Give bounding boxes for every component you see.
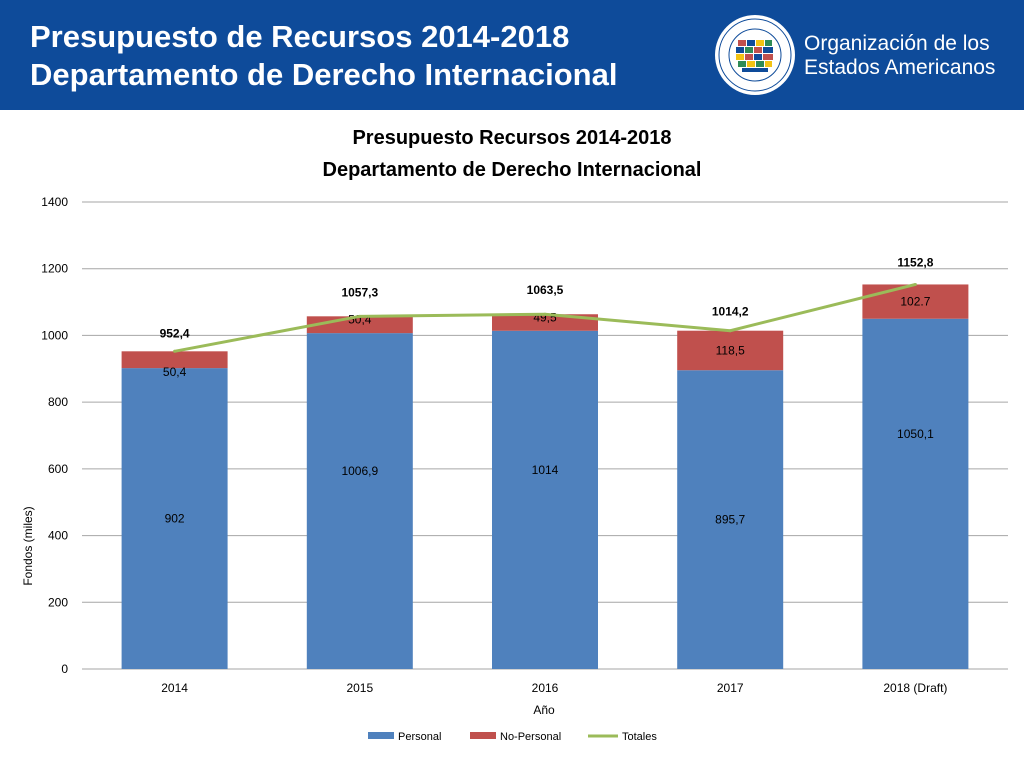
x-tick-label: 2015 bbox=[346, 681, 373, 695]
bar-label-personal: 1050,1 bbox=[897, 427, 934, 441]
bar-personal bbox=[492, 330, 598, 669]
budget-chart: Presupuesto Recursos 2014-2018 Departame… bbox=[21, 127, 1008, 743]
bar-personal bbox=[677, 370, 784, 669]
legend-label: No-Personal bbox=[500, 731, 561, 743]
oas-seal-icon bbox=[715, 15, 795, 95]
legend-swatch bbox=[470, 732, 496, 739]
org-name-line1: Organización de los bbox=[804, 32, 990, 55]
bar-label-no-personal: 118,5 bbox=[716, 343, 745, 357]
y-tick-label: 600 bbox=[48, 462, 68, 476]
y-axis-ticks: 0 200 400 600 800 1000 1200 1400 bbox=[41, 195, 68, 676]
bar-no-personal bbox=[492, 314, 598, 331]
bar-label-personal: 1014 bbox=[532, 463, 559, 477]
bar-label-no-personal: 49,5 bbox=[533, 311, 557, 325]
y-tick-label: 1200 bbox=[41, 262, 68, 276]
totals-label: 1014,2 bbox=[712, 305, 749, 319]
bar-personal bbox=[862, 318, 969, 669]
y-tick-label: 800 bbox=[48, 395, 68, 409]
bar-label-no-personal: 50,4 bbox=[163, 365, 187, 379]
slide-title: Presupuesto de Recursos 2014-2018 Depart… bbox=[30, 18, 617, 94]
y-tick-label: 200 bbox=[48, 595, 68, 609]
x-tick-label: 2017 bbox=[717, 681, 744, 695]
totals-point bbox=[728, 329, 732, 333]
legend-item-personal: Personal bbox=[368, 731, 441, 743]
totals-point bbox=[913, 282, 917, 286]
totals-point bbox=[173, 349, 177, 353]
org-name: Organización de los Estados Americanos bbox=[804, 32, 995, 80]
totals-point bbox=[543, 312, 547, 316]
chart-legend: Personal No-Personal Totales bbox=[368, 731, 657, 743]
bar-no-personal bbox=[121, 351, 228, 369]
bar-label-personal: 902 bbox=[165, 512, 185, 526]
totals-label: 1152,8 bbox=[897, 255, 933, 269]
legend-label: Totales bbox=[622, 731, 657, 743]
totals-label: 1057,3 bbox=[341, 285, 378, 299]
chart-title: Presupuesto Recursos 2014-2018 bbox=[352, 127, 671, 149]
y-axis-label: Fondos (miles) bbox=[21, 506, 35, 585]
totals-label: 1063,5 bbox=[527, 283, 564, 297]
x-tick-label: 2018 (Draft) bbox=[883, 681, 947, 695]
org-name-line2: Estados Americanos bbox=[804, 56, 996, 79]
y-tick-label: 400 bbox=[48, 529, 68, 543]
bar-no-personal bbox=[677, 330, 784, 371]
x-tick-label: 2014 bbox=[161, 681, 188, 695]
bar-label-personal: 895,7 bbox=[715, 513, 745, 527]
bar-label-no-personal: 102.7 bbox=[900, 295, 930, 309]
bar-label-personal: 1006,9 bbox=[341, 464, 378, 478]
legend-swatch bbox=[368, 732, 394, 739]
x-axis-label: Año bbox=[533, 703, 555, 717]
bar-personal bbox=[121, 368, 228, 669]
totals-line-group: 952,4 1057,3 1063,5 1014,2 1152,8 bbox=[160, 255, 934, 353]
slide-title-line2: Departamento de Derecho Internacional bbox=[30, 57, 618, 92]
y-tick-label: 0 bbox=[61, 662, 68, 676]
slide-title-line1: Presupuesto de Recursos 2014-2018 bbox=[30, 19, 570, 54]
y-tick-label: 1400 bbox=[41, 195, 68, 209]
legend-item-totales: Totales bbox=[588, 731, 657, 743]
slide-header: Presupuesto de Recursos 2014-2018 Depart… bbox=[0, 0, 1024, 110]
x-tick-label: 2016 bbox=[532, 681, 559, 695]
y-tick-label: 1000 bbox=[41, 328, 68, 342]
chart-subtitle: Departamento de Derecho Internacional bbox=[323, 159, 702, 181]
bar-no-personal bbox=[862, 284, 969, 319]
legend-item-no-personal: No-Personal bbox=[470, 731, 561, 743]
totals-label: 952,4 bbox=[160, 326, 190, 340]
totals-point bbox=[358, 314, 362, 318]
chart-bars bbox=[121, 284, 969, 669]
x-axis-ticks: 2014 2015 2016 2017 2018 (Draft) bbox=[161, 681, 947, 695]
legend-label: Personal bbox=[398, 731, 441, 743]
bar-personal bbox=[306, 333, 413, 669]
